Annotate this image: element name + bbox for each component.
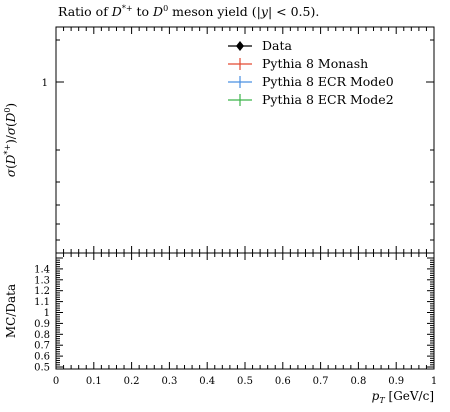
legend-label-data: Data [262,38,292,53]
x-tick-label: 0 [53,376,59,387]
ratio-panel-ylabel: MC/Data [4,284,18,338]
top-panel-ylabel: σ(D*+)/σ(D0) [3,103,18,177]
x-tick-label: 0.4 [199,376,215,387]
legend-label-monash: Pythia 8 Monash [262,56,368,71]
ratio-panel-frame [55,252,435,370]
legend: Data Pythia 8 Monash Pythia 8 ECR Mode0 … [228,38,394,107]
x-tick-label: 0.2 [124,376,140,387]
legend-label-ecr-mode0: Pythia 8 ECR Mode0 [262,74,394,89]
legend-entry-ecr-mode2: Pythia 8 ECR Mode2 [228,92,394,107]
ratio-y-tick-labels: 1.41.31.21.110.90.80.70.60.5 [34,264,50,373]
x-axis-label: pT [GeV/c] [372,389,434,405]
x-tick-label: 0.1 [86,376,102,387]
x-tick-label: 1 [431,376,437,387]
ratio-y-tick-label: 0.8 [34,330,50,341]
x-tick-label: 0.9 [388,376,404,387]
x-tick-labels: 0 0.1 0.2 0.3 0.4 0.5 0.6 0.7 0.8 0.9 1 [53,376,437,387]
x-ticks [55,27,435,369]
legend-entry-monash: Pythia 8 Monash [228,56,368,71]
top-panel-y-ticks [56,39,434,241]
x-tick-label: 0.7 [313,376,329,387]
ratio-y-tick-label: 0.6 [34,352,50,363]
legend-label-ecr-mode2: Pythia 8 ECR Mode2 [262,92,394,107]
top-ytick-label: 1 [42,78,48,89]
ratio-y-tick-label: 0.5 [34,363,50,374]
x-tick-label: 0.6 [275,376,291,387]
legend-entry-data: Data [228,38,292,53]
ratio-y-tick-label: 1 [44,308,50,319]
legend-marker-diamond [236,41,244,51]
ratio-y-tick-label: 0.7 [34,341,50,352]
top-panel-frame [55,26,435,254]
ratio-y-tick-label: 1.3 [34,275,50,286]
ratio-y-tick-label: 1.2 [34,286,50,297]
legend-entry-ecr-mode0: Pythia 8 ECR Mode0 [228,74,394,89]
x-tick-label: 0.5 [237,376,253,387]
chart-title: Ratio of D*+ to D0 meson yield (|y| < 0.… [58,4,319,19]
ratio-panel-y-ticks [56,257,434,368]
ratio-y-tick-label: 1.1 [34,297,50,308]
x-tick-label: 0.8 [350,376,366,387]
x-tick-label: 0.3 [161,376,177,387]
ratio-y-tick-label: 1.4 [34,264,50,275]
ratio-y-tick-label: 0.9 [34,319,50,330]
